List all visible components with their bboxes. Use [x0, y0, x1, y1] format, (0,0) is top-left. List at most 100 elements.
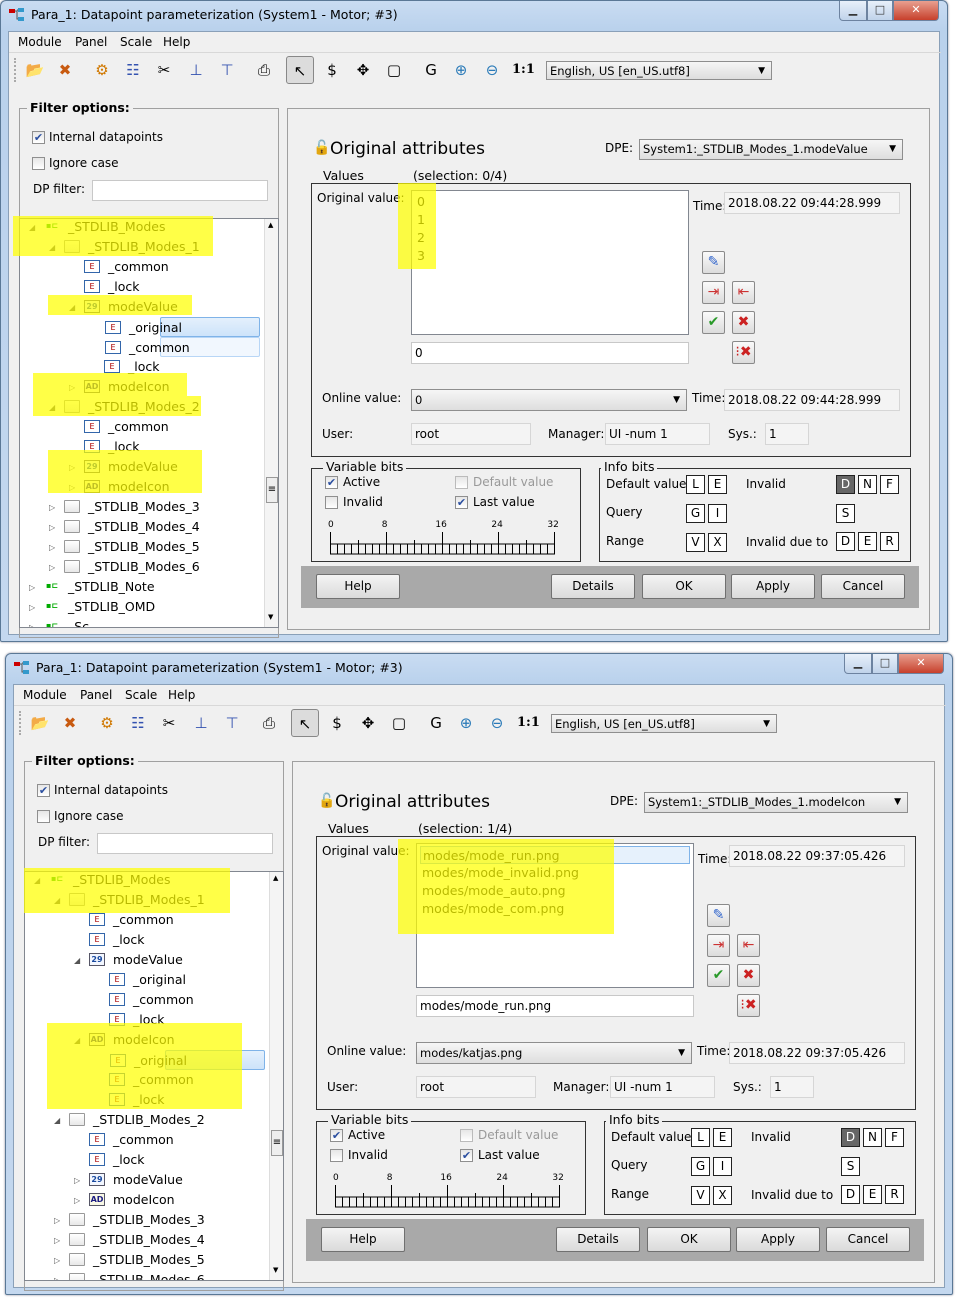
menu-help[interactable]: Help	[168, 688, 196, 702]
active-checkbox[interactable]: ✔	[325, 476, 338, 489]
move-icon[interactable]: ✥	[361, 714, 375, 732]
cancel-button[interactable]: Cancel	[821, 574, 905, 599]
collapsed-arrow-icon[interactable]: ▷	[49, 523, 56, 532]
help-button[interactable]: Help	[316, 574, 400, 599]
select-pointer-icon[interactable]: ↖	[291, 709, 319, 737]
original-value-item[interactable]: 3	[417, 248, 425, 263]
collapsed-arrow-icon[interactable]: ▷	[49, 563, 56, 572]
tree-item[interactable]: E _original	[105, 317, 260, 337]
original-value-item[interactable]: modes/mode_auto.png	[422, 883, 566, 898]
hierarchy-wide-icon[interactable]: ⊤	[220, 61, 234, 79]
tree-item[interactable]: E _original	[110, 1050, 265, 1070]
insert-after-button[interactable]: ⇤	[737, 934, 760, 957]
menu-module[interactable]: Module	[18, 35, 62, 49]
accept-button[interactable]: ✔	[707, 964, 730, 987]
close-button[interactable]: ✕	[898, 654, 944, 674]
last-value-checkbox[interactable]: ✔	[455, 496, 468, 509]
details-button[interactable]: Details	[551, 574, 635, 599]
original-value-item[interactable]: 0	[417, 194, 425, 209]
collapsed-arrow-icon[interactable]: ▷	[29, 603, 36, 612]
maximize-button[interactable]: □	[872, 654, 898, 674]
help-button[interactable]: Help	[321, 1227, 405, 1252]
menu-panel[interactable]: Panel	[80, 688, 113, 702]
menu-module[interactable]: Module	[23, 688, 67, 702]
datapoint-tree[interactable]: ▲ ▼ ≡ ◢ ▪⊏ _STDLIB_Modes ◢ _STDLIB_Modes_1 E _com…	[19, 218, 279, 628]
language-select[interactable]: English, US [en_US.utf8] ▼	[551, 714, 777, 733]
active-checkbox[interactable]: ✔	[330, 1129, 343, 1142]
original-value-item[interactable]: modes/mode_com.png	[422, 901, 565, 916]
dpe-select[interactable]: System1:_STDLIB_Modes_1.modeIcon ▼	[644, 792, 908, 813]
hierarchy-icon[interactable]: ⊥	[189, 61, 203, 79]
select-pointer-icon[interactable]: ↖	[286, 56, 314, 84]
online-value-select[interactable]: modes/katjas.png ▼	[416, 1042, 692, 1064]
invalid-checkbox[interactable]	[330, 1149, 343, 1162]
edit-value-button[interactable]: ✎	[702, 251, 725, 274]
apply-button[interactable]: Apply	[731, 574, 815, 599]
expanded-arrow-icon[interactable]: ◢	[69, 303, 76, 312]
delete-button[interactable]: ✖	[737, 964, 760, 987]
original-values-list[interactable]: modes/mode_run.png modes/mode_invalid.png…	[416, 843, 694, 988]
ignore-case-checkbox[interactable]	[37, 810, 50, 823]
cancel-button[interactable]: Cancel	[826, 1227, 910, 1252]
menu-scale[interactable]: Scale	[125, 688, 158, 702]
dpe-select[interactable]: System1:_STDLIB_Modes_1.modeValue ▼	[639, 139, 903, 160]
expanded-arrow-icon[interactable]: ◢	[29, 223, 36, 232]
collapsed-arrow-icon[interactable]: ▷	[54, 1256, 61, 1265]
menu-panel[interactable]: Panel	[75, 35, 108, 49]
language-select[interactable]: English, US [en_US.utf8] ▼	[546, 61, 772, 80]
collapsed-arrow-icon[interactable]: ▷	[54, 1276, 61, 1281]
delete-button[interactable]: ✖	[732, 311, 755, 334]
expanded-arrow-icon[interactable]: ◢	[49, 403, 56, 412]
tree-scrollbar[interactable]: ▲ ▼ ≡	[269, 872, 283, 1280]
details-button[interactable]: Details	[556, 1227, 640, 1252]
original-value-item[interactable]: 1	[417, 212, 425, 227]
goto-icon[interactable]: G	[430, 714, 442, 732]
tree-scrollbar[interactable]: ▲ ▼ ≡	[264, 219, 278, 627]
scroll-thumb[interactable]: ≡	[266, 477, 278, 503]
zoom-reset-button[interactable]: 1:1	[517, 715, 540, 730]
original-values-list[interactable]: 0 1 2 3	[411, 190, 689, 335]
expanded-arrow-icon[interactable]: ◢	[74, 1036, 81, 1045]
expanded-arrow-icon[interactable]: ◢	[54, 896, 61, 905]
goto-icon[interactable]: G	[425, 61, 437, 79]
scroll-icon[interactable]: $	[327, 61, 337, 79]
print-icon[interactable]: ⎙	[257, 61, 270, 79]
expanded-arrow-icon[interactable]: ◢	[34, 876, 41, 885]
open-folder-icon[interactable]: 📂	[25, 61, 45, 79]
zoom-out-icon[interactable]: ⊖	[485, 61, 499, 79]
last-value-checkbox[interactable]: ✔	[460, 1149, 473, 1162]
close-panel-icon[interactable]: ✖	[58, 61, 72, 79]
collapsed-arrow-icon[interactable]: ▷	[69, 483, 76, 492]
run-gear-icon[interactable]: ⚙	[95, 61, 109, 79]
internal-datapoints-checkbox[interactable]: ✔	[32, 131, 45, 144]
insert-after-button[interactable]: ⇤	[732, 281, 755, 304]
insert-before-button[interactable]: ⇥	[707, 934, 730, 957]
zoom-in-icon[interactable]: ⊕	[459, 714, 473, 732]
dp-filter-input[interactable]	[97, 833, 273, 854]
maximize-button[interactable]: □	[867, 1, 893, 21]
expanded-arrow-icon[interactable]: ◢	[49, 243, 56, 252]
crop-icon[interactable]: ▢	[386, 61, 402, 79]
ok-button[interactable]: OK	[642, 574, 726, 599]
original-value-item[interactable]: 2	[417, 230, 425, 245]
crop-icon[interactable]: ▢	[391, 714, 407, 732]
scroll-icon[interactable]: $	[332, 714, 342, 732]
zoom-reset-button[interactable]: 1:1	[512, 62, 535, 77]
invalid-checkbox[interactable]	[325, 496, 338, 509]
scroll-thumb[interactable]: ≡	[271, 1130, 283, 1156]
close-panel-icon[interactable]: ✖	[63, 714, 77, 732]
delete-all-button[interactable]: ⁝✖	[732, 341, 755, 364]
scroll-down-arrow[interactable]: ▼	[273, 1266, 279, 1274]
dp-filter-input[interactable]	[92, 180, 268, 201]
hierarchy-icon[interactable]: ⊥	[194, 714, 208, 732]
expanded-arrow-icon[interactable]: ◢	[54, 1116, 61, 1125]
ignore-case-checkbox[interactable]	[32, 157, 45, 170]
collapsed-arrow-icon[interactable]: ▷	[29, 583, 36, 592]
menu-scale[interactable]: Scale	[120, 35, 153, 49]
delete-all-button[interactable]: ⁝✖	[737, 994, 760, 1017]
collapsed-arrow-icon[interactable]: ▷	[74, 1196, 81, 1205]
collapsed-arrow-icon[interactable]: ▷	[49, 543, 56, 552]
open-folder-icon[interactable]: 📂	[30, 714, 50, 732]
minimize-button[interactable]: ▁	[844, 654, 872, 674]
insert-before-button[interactable]: ⇥	[702, 281, 725, 304]
